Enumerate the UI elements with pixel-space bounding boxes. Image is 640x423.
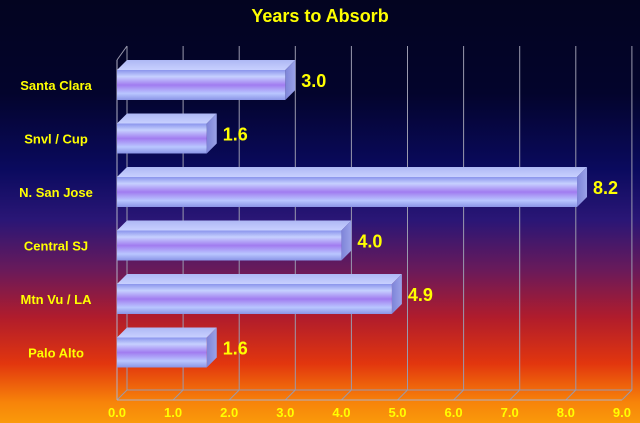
floor-line bbox=[341, 389, 352, 401]
bar bbox=[117, 70, 286, 100]
floor-line bbox=[621, 389, 633, 401]
category-label: Mtn Vu / LA bbox=[20, 292, 92, 307]
category-label: Santa Clara bbox=[20, 78, 92, 93]
floor-line bbox=[453, 389, 464, 401]
x-tick-label: 1.0 bbox=[164, 405, 182, 420]
x-tick-label: 3.0 bbox=[276, 405, 294, 420]
bar bbox=[117, 123, 207, 154]
floor-line bbox=[565, 389, 577, 401]
bar bbox=[117, 177, 578, 207]
x-tick-label: 7.0 bbox=[501, 405, 519, 420]
bar-top bbox=[117, 113, 217, 124]
bar-group bbox=[117, 220, 352, 261]
value-label: 8.2 bbox=[593, 178, 618, 198]
bar-top bbox=[117, 60, 296, 70]
bar-side bbox=[577, 167, 588, 207]
floor-line bbox=[509, 389, 521, 401]
bar-side bbox=[206, 113, 217, 154]
bar bbox=[117, 230, 342, 261]
x-tick-label: 4.0 bbox=[332, 405, 350, 420]
value-label: 1.6 bbox=[223, 339, 248, 359]
bar-side bbox=[391, 274, 402, 314]
labels: 0.0 1.0 2.0 3.0 4.0 5.0 6.0 7.0 8.0 9.0 Santa Clar… bbox=[19, 71, 631, 420]
chart-title: Years to Absorb bbox=[251, 6, 389, 26]
value-label: 4.0 bbox=[357, 232, 382, 252]
bar-group bbox=[117, 274, 402, 314]
category-label: N. San Jose bbox=[19, 185, 93, 200]
value-label: 1.6 bbox=[223, 125, 248, 145]
floor-line bbox=[228, 389, 240, 401]
floor-line bbox=[116, 389, 128, 401]
bar-top bbox=[117, 327, 217, 338]
x-tick-label: 8.0 bbox=[557, 405, 575, 420]
wall-top-edge bbox=[116, 45, 128, 61]
bar bbox=[117, 284, 392, 314]
floor-line bbox=[172, 389, 184, 401]
bar bbox=[117, 337, 207, 368]
bar-group bbox=[117, 327, 217, 368]
bar-top bbox=[117, 220, 352, 231]
floor-line bbox=[284, 389, 296, 401]
floor-line bbox=[397, 389, 408, 401]
bar-top bbox=[117, 274, 402, 284]
bar-side bbox=[206, 327, 217, 368]
x-tick-label: 2.0 bbox=[220, 405, 238, 420]
x-tick-label: 5.0 bbox=[388, 405, 406, 420]
category-label: Palo Alto bbox=[28, 346, 84, 361]
x-tick-label: 9.0 bbox=[613, 405, 631, 420]
bar-side bbox=[285, 60, 296, 100]
bar-top bbox=[117, 167, 588, 177]
x-tick-label: 0.0 bbox=[108, 405, 126, 420]
category-label: Central SJ bbox=[24, 239, 88, 254]
bars bbox=[117, 60, 588, 368]
bar-side bbox=[341, 220, 352, 261]
value-label: 3.0 bbox=[301, 71, 326, 91]
bar-group bbox=[117, 167, 588, 207]
value-label: 4.9 bbox=[408, 285, 433, 305]
x-tick-label: 6.0 bbox=[445, 405, 463, 420]
category-label: Snvl / Cup bbox=[24, 132, 88, 147]
bar-group bbox=[117, 113, 217, 154]
bar-group bbox=[117, 60, 296, 100]
